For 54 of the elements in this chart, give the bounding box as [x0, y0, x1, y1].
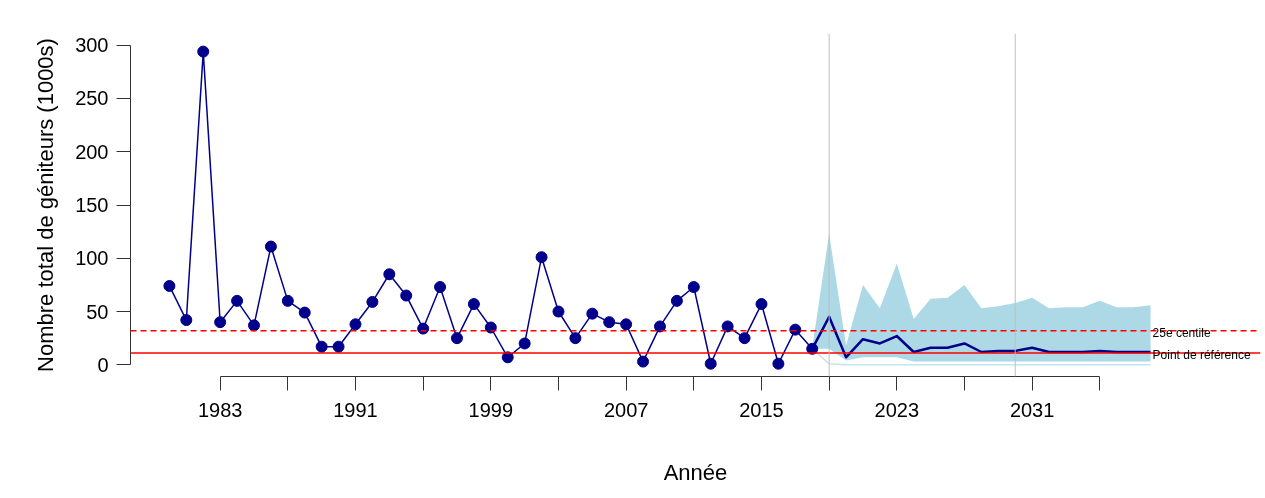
point — [383, 268, 396, 281]
point — [552, 305, 565, 318]
point — [518, 337, 531, 350]
point — [231, 294, 244, 307]
point — [789, 323, 802, 336]
point — [349, 318, 362, 331]
y-tick-label: 300 — [75, 34, 109, 57]
point — [298, 306, 311, 319]
y-tick-label: 50 — [86, 300, 109, 323]
y-tick-label: 100 — [75, 247, 109, 270]
point — [772, 357, 785, 370]
point — [687, 281, 700, 294]
point — [315, 340, 328, 353]
y-tick-label: 250 — [75, 87, 109, 110]
point — [450, 332, 463, 345]
point — [400, 289, 413, 302]
y-tick-label: 0 — [97, 353, 109, 376]
point — [586, 307, 599, 320]
x-tick-label: 2031 — [1009, 398, 1055, 421]
point — [721, 320, 734, 333]
point — [163, 279, 176, 292]
point — [637, 355, 650, 368]
point — [603, 316, 616, 329]
x-tick-label: 2015 — [739, 398, 784, 421]
point — [214, 316, 227, 329]
point — [569, 332, 582, 345]
x-tick-label: 2007 — [603, 398, 649, 421]
point — [755, 298, 768, 311]
point — [180, 314, 193, 327]
point — [197, 45, 210, 58]
x-tick-label: 1999 — [468, 398, 514, 421]
point — [670, 294, 683, 307]
x-axis-title: Année — [663, 459, 728, 485]
x-tick-label: 1983 — [197, 398, 243, 421]
point — [467, 298, 480, 311]
point — [417, 322, 430, 335]
point — [247, 319, 260, 332]
point — [332, 340, 345, 353]
point — [484, 321, 497, 334]
point — [535, 251, 548, 264]
ref-line-label: 25e centile — [1152, 325, 1211, 340]
point — [434, 281, 447, 294]
x-tick-label: 1991 — [333, 398, 378, 421]
y-axis-title: Nombre total de géniteurs (1000s) — [33, 38, 59, 372]
point — [366, 295, 379, 308]
point — [620, 318, 633, 331]
point — [281, 294, 294, 307]
y-tick-label: 200 — [75, 140, 109, 163]
x-tick-label: 2023 — [874, 398, 920, 421]
point — [738, 332, 751, 345]
point — [264, 240, 277, 253]
y-tick-label: 150 — [75, 194, 109, 216]
point — [653, 320, 666, 333]
point — [704, 357, 717, 370]
